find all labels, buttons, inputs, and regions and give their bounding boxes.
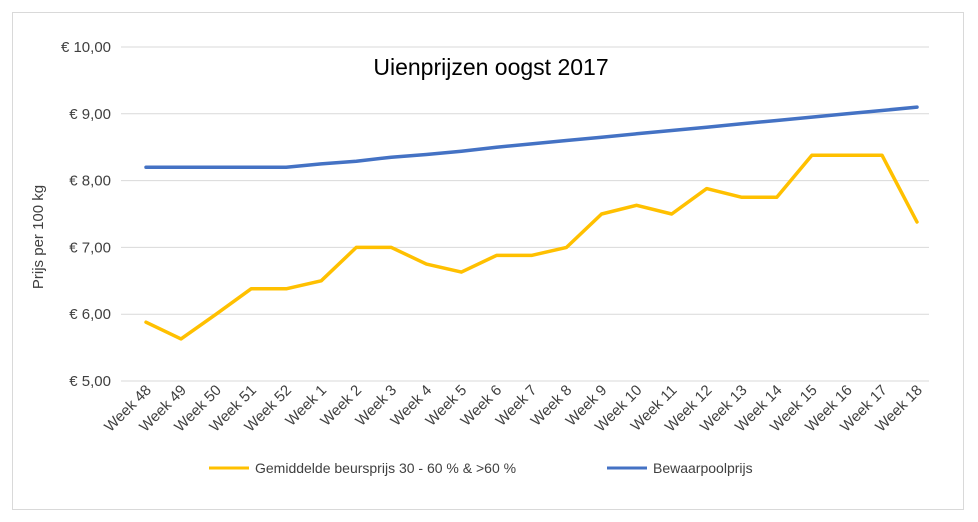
legend-label-beursprijs: Gemiddelde beursprijs 30 - 60 % & >60 % [255, 460, 516, 476]
chart-frame: € 5,00 € 6,00 € 7,00 € 8,00 € 9,00 € 10,00 We… [12, 12, 964, 510]
y-tick-label: € 10,00 [61, 39, 111, 56]
y-tick-label: € 7,00 [69, 239, 111, 256]
y-tick-label: € 6,00 [69, 306, 111, 323]
series-lines [144, 105, 919, 341]
y-tick-label: € 5,00 [69, 373, 111, 390]
legend: Gemiddelde beursprijs 30 - 60 % & >60 % … [209, 460, 753, 476]
y-tick-label: € 9,00 [69, 106, 111, 123]
y-tick-label: € 8,00 [69, 173, 111, 190]
line-chart: € 5,00 € 6,00 € 7,00 € 8,00 € 9,00 € 10,00 We… [30, 39, 929, 476]
chart-title: Uienprijzen oogst 2017 [373, 54, 608, 80]
y-axis-title: Prijs per 100 kg [30, 185, 47, 289]
gridlines [121, 46, 929, 382]
legend-label-bewaarpoolprijs: Bewaarpoolprijs [653, 460, 753, 476]
series-line-bewaarpoolprijs [144, 105, 919, 169]
y-axis-ticks: € 5,00 € 6,00 € 7,00 € 8,00 € 9,00 € 10,00 [61, 39, 111, 390]
series-line-beursprijs [144, 153, 919, 341]
